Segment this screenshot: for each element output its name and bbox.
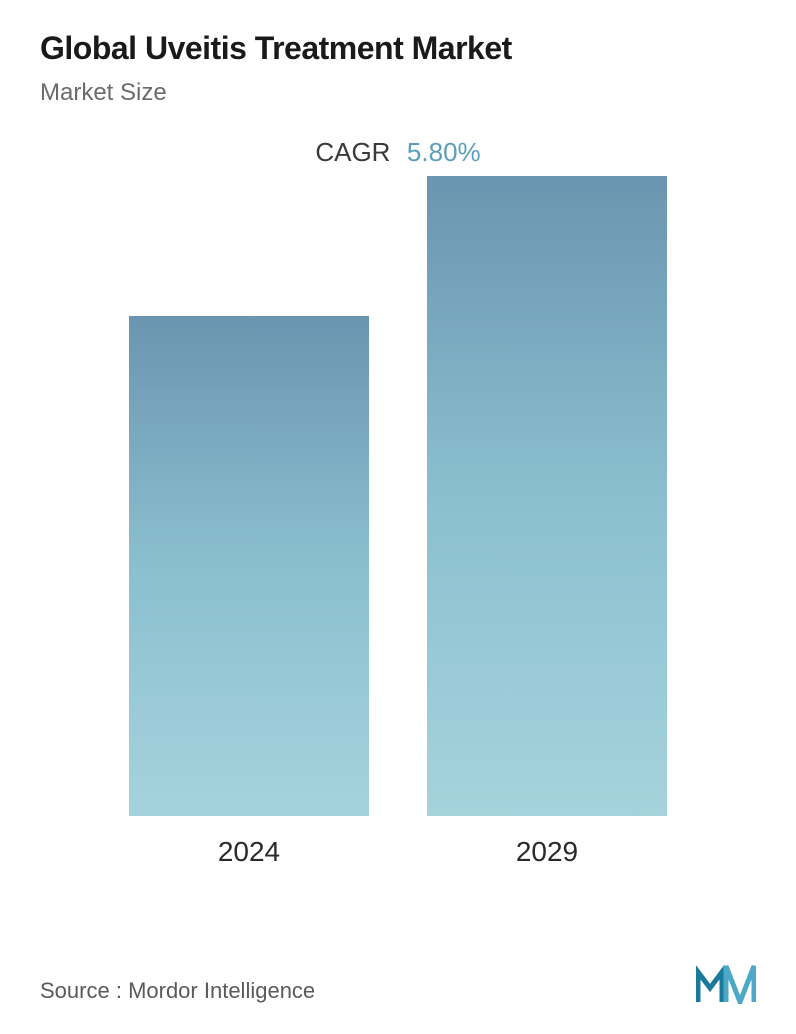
source-name: Mordor Intelligence [128, 978, 315, 1003]
source-label: Source : [40, 978, 122, 1003]
bar-group-1: 2029 [427, 176, 667, 868]
chart-subtitle: Market Size [40, 79, 756, 107]
cagr-label: CAGR [315, 137, 390, 168]
cagr-value: 5.80% [407, 137, 481, 168]
source-text: Source : Mordor Intelligence [40, 978, 315, 1004]
mordor-logo-icon [696, 964, 756, 1004]
bar-label-0: 2024 [218, 836, 280, 868]
bar-group-0: 2024 [129, 316, 369, 868]
cagr-row: CAGR 5.80% [40, 137, 756, 168]
bar-1 [427, 176, 667, 816]
chart-title: Global Uveitis Treatment Market [40, 30, 756, 67]
bar-0 [129, 316, 369, 816]
chart-area: 2024 2029 [40, 228, 756, 868]
bar-label-1: 2029 [516, 836, 578, 868]
footer: Source : Mordor Intelligence [40, 964, 756, 1004]
